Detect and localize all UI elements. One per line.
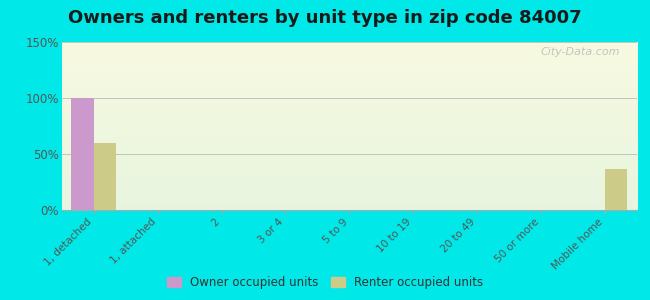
Text: Owners and renters by unit type in zip code 84007: Owners and renters by unit type in zip c… xyxy=(68,9,582,27)
Bar xyxy=(94,143,116,210)
Legend: Owner occupied units, Renter occupied units: Owner occupied units, Renter occupied un… xyxy=(162,272,488,294)
Bar xyxy=(72,98,94,210)
Bar xyxy=(605,169,627,210)
Text: City-Data.com: City-Data.com xyxy=(540,47,619,57)
